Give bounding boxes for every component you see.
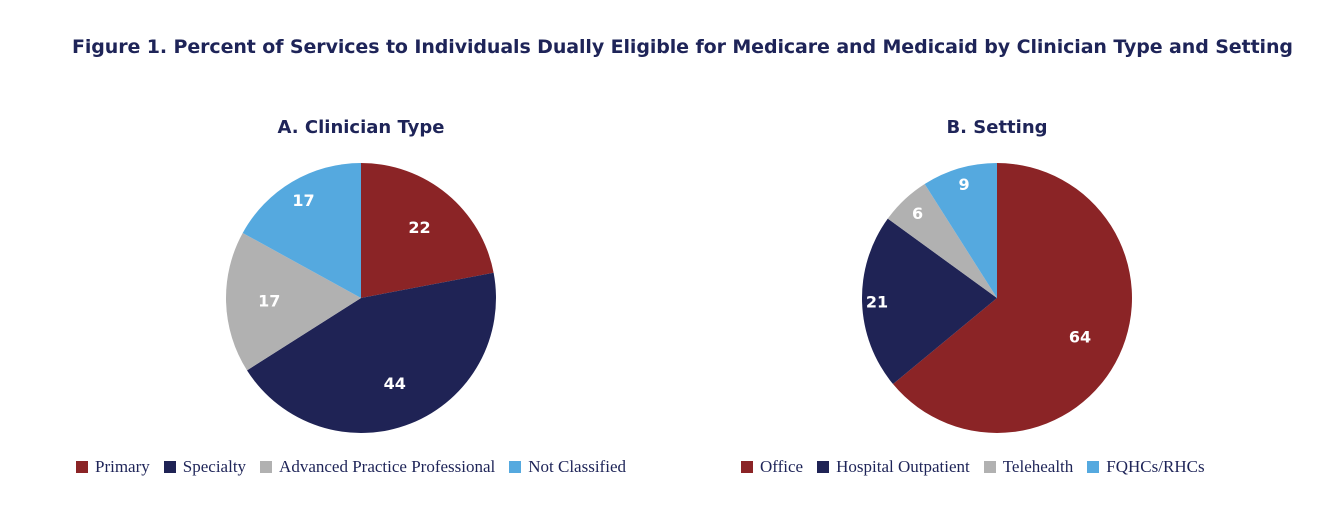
legend-swatch-not-classified [509, 461, 522, 473]
chart-a-title: A. Clinician Type [277, 117, 445, 138]
legend-label-fqhcs-rhcs: FQHCs/RHCs [1106, 457, 1205, 476]
legend-item-hospital-outpatient: Hospital Outpatient [817, 457, 970, 477]
legend-label-hospital-outpatient: Hospital Outpatient [836, 457, 970, 476]
pie-slice-specialty [247, 272, 496, 433]
pie-label-fqhcs-rhcs: 9 [959, 175, 970, 194]
pie-label-specialty: 44 [384, 374, 406, 393]
legend-item-office: Office [741, 457, 803, 477]
legend-swatch-specialty [163, 461, 176, 473]
legend-label-primary: Primary [95, 457, 150, 476]
legend-swatch-advanced-practice [260, 461, 273, 473]
legend-swatch-office [741, 461, 753, 473]
legend-label-office: Office [760, 457, 804, 476]
legend-item-telehealth: Telehealth [983, 457, 1074, 477]
pie-slice-fqhcs-rhcs [924, 163, 997, 298]
legend-label-not-classified: Not Classified [528, 457, 626, 476]
pie-slice-office [892, 163, 1132, 434]
legend-item-fqhcs-rhcs: FQHCs/RHCs [1087, 457, 1205, 477]
chart-b-title: B. Setting [946, 117, 1048, 138]
legend-label-advanced-practice: Advanced Practice Professional [279, 457, 496, 476]
figure-title: Figure 1. Percent of Services to Individ… [72, 36, 1293, 58]
pie-label-not-classified: 17 [292, 191, 314, 210]
pie-slice-telehealth [887, 184, 997, 298]
pie-label-office: 64 [1069, 328, 1091, 347]
legend-label-specialty: Specialty [182, 457, 247, 476]
pie-slice-hospital-outpatient [862, 218, 997, 385]
legend-swatch-telehealth [983, 461, 996, 473]
legend-label-telehealth: Telehealth [1002, 457, 1074, 476]
pie-slice-not-classified [242, 163, 361, 298]
legend-item-primary: Primary [76, 457, 150, 477]
pie-label-hospital-outpatient: 21 [866, 292, 888, 311]
legend-swatch-hospital-outpatient [817, 461, 830, 473]
pie-label-advanced-practice-professional: 17 [258, 291, 280, 310]
legend-swatch-fqhcs-rhcs [1087, 461, 1100, 473]
pie-label-telehealth: 6 [912, 204, 923, 223]
pie-label-primary: 22 [408, 218, 430, 237]
legend-item-not-classified: Not Classified [509, 457, 626, 477]
pie-slice-advanced-practice-professional [225, 232, 361, 371]
chart-a-legend: Primary Specialty Advanced Practice Prof… [76, 457, 626, 477]
pie-slice-primary [361, 163, 494, 298]
legend-item-advanced-practice: Advanced Practice Professional [260, 457, 495, 477]
chart-b-legend: Office Hospital Outpatient Telehealth FQ… [741, 457, 1205, 477]
legend-item-specialty: Specialty [163, 457, 247, 477]
legend-swatch-primary [76, 461, 88, 473]
